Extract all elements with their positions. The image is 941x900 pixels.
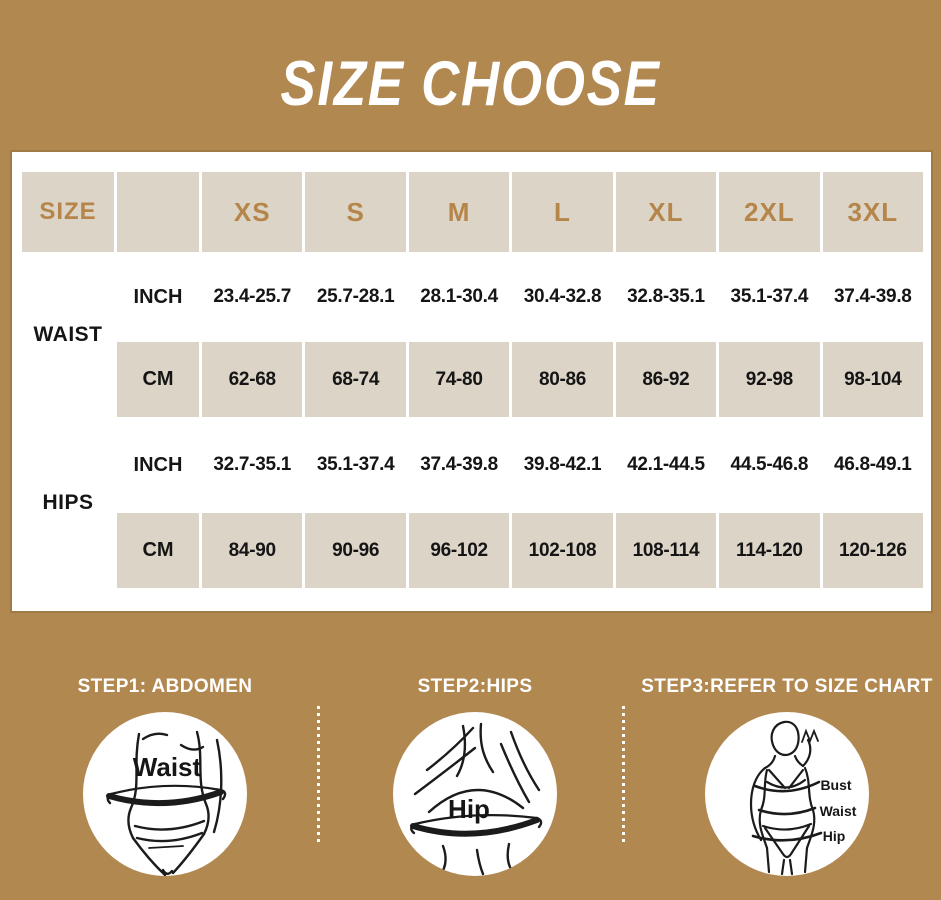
table-header-3xl: 3XL bbox=[822, 172, 923, 252]
hips-cm-value: 90-96 bbox=[305, 513, 406, 588]
waist-label: Waist bbox=[820, 803, 857, 819]
hips-inch-unit: INCH bbox=[133, 453, 183, 476]
waist-inch-value: 37.4-39.8 bbox=[833, 286, 912, 307]
hips-inch-row: INCH 32.7-35.1 35.1-37.4 37.4-39.8 39.8-… bbox=[22, 417, 923, 513]
size-table-panel: SIZE XS S M L XL 2XL 3XL WAIST INCH 23.4… bbox=[10, 150, 933, 613]
step-2-hips: STEP2:HIPS Hip bbox=[325, 676, 625, 876]
table-header-size: SIZE bbox=[22, 172, 114, 252]
hips-cm-value: 120-126 bbox=[822, 513, 923, 588]
row-label-waist: WAIST bbox=[33, 322, 103, 346]
waist-cm-value: 92-98 bbox=[719, 342, 820, 417]
waist-measure-illustration: Waist bbox=[83, 712, 247, 876]
hips-inch-value: 37.4-39.8 bbox=[420, 454, 498, 475]
table-header-s: S bbox=[305, 172, 406, 252]
hip-measure-illustration: Hip bbox=[393, 712, 557, 876]
page-title: SIZE CHOOSE bbox=[280, 49, 661, 119]
hips-inch-value: 35.1-37.4 bbox=[316, 454, 395, 475]
step-1-title: STEP1: ABDOMEN bbox=[77, 676, 253, 697]
hips-cm-value: 84-90 bbox=[202, 513, 303, 588]
waist-inch-value: 23.4-25.7 bbox=[213, 286, 291, 307]
waist-cm-value: 86-92 bbox=[615, 342, 717, 417]
hip-label: Hip bbox=[823, 828, 846, 844]
hips-cm-row: CM 84-90 90-96 96-102 102-108 108-114 11… bbox=[22, 513, 923, 588]
waist-cm-value: 98-104 bbox=[822, 342, 923, 417]
waist-inch-value: 32.8-35.1 bbox=[627, 286, 705, 307]
hips-figure-icon: Hip bbox=[410, 722, 543, 876]
waist-inch-value: 28.1-30.4 bbox=[420, 286, 498, 307]
hips-cm-value: 108-114 bbox=[615, 513, 717, 588]
bust-label: Bust bbox=[820, 777, 851, 793]
body-measure-illustration: Bust Waist Hip bbox=[705, 712, 869, 876]
waist-cm-value: 80-86 bbox=[512, 342, 613, 417]
hips-cm-value: 102-108 bbox=[512, 513, 613, 588]
abdomen-figure-icon: Waist bbox=[106, 730, 227, 876]
waist-inch-value: 25.7-28.1 bbox=[316, 286, 395, 307]
hip-label: Hip bbox=[448, 794, 490, 824]
waist-cm-value: 68-74 bbox=[305, 342, 406, 417]
waist-cm-row: CM 62-68 68-74 74-80 80-86 86-92 92-98 9… bbox=[22, 342, 923, 417]
waist-inch-row: INCH 23.4-25.7 25.7-28.1 28.1-30.4 30.4-… bbox=[22, 252, 923, 342]
table-header-xl: XL bbox=[615, 172, 717, 252]
hips-inch-value: 46.8-49.1 bbox=[833, 454, 912, 475]
hips-inch-value: 42.1-44.5 bbox=[627, 454, 705, 475]
table-header-2xl: 2XL bbox=[719, 172, 820, 252]
step-1-abdomen: STEP1: ABDOMEN Waist bbox=[15, 676, 315, 876]
table-header-l: L bbox=[512, 172, 613, 252]
step-3-size-chart: STEP3:REFER TO SIZE CHART Bust bbox=[637, 676, 937, 876]
hips-inch-value: 44.5-46.8 bbox=[730, 454, 809, 475]
waist-inch-unit: INCH bbox=[133, 285, 183, 308]
hips-cm-unit: CM bbox=[117, 513, 199, 588]
row-label-hips: HIPS bbox=[42, 490, 94, 514]
step-3-title: STEP3:REFER TO SIZE CHART bbox=[641, 676, 933, 697]
step-2-title: STEP2:HIPS bbox=[417, 676, 533, 697]
hips-section: HIPS INCH 32.7-35.1 35.1-37.4 37.4-39.8 … bbox=[22, 417, 923, 588]
table-header-unit-spacer bbox=[117, 172, 199, 252]
waist-section: WAIST INCH 23.4-25.7 25.7-28.1 28.1-30.4… bbox=[22, 252, 923, 417]
table-header-m: M bbox=[408, 172, 510, 252]
hips-cm-value: 96-102 bbox=[408, 513, 510, 588]
waist-inch-value: 35.1-37.4 bbox=[730, 286, 809, 307]
waist-inch-value: 30.4-32.8 bbox=[523, 286, 602, 307]
dotted-divider bbox=[317, 706, 320, 846]
table-header-xs: XS bbox=[202, 172, 303, 252]
dotted-divider bbox=[622, 706, 625, 846]
hips-inch-value: 32.7-35.1 bbox=[213, 454, 291, 475]
hips-inch-value: 39.8-42.1 bbox=[523, 454, 602, 475]
hips-cm-value: 114-120 bbox=[719, 513, 820, 588]
full-body-figure-icon: Bust Waist Hip bbox=[749, 720, 857, 876]
waist-cm-value: 74-80 bbox=[408, 342, 510, 417]
waist-cm-value: 62-68 bbox=[202, 342, 303, 417]
waist-cm-unit: CM bbox=[117, 342, 199, 417]
waist-label: Waist bbox=[133, 752, 202, 782]
table-header-row: SIZE XS S M L XL 2XL 3XL bbox=[22, 172, 923, 252]
